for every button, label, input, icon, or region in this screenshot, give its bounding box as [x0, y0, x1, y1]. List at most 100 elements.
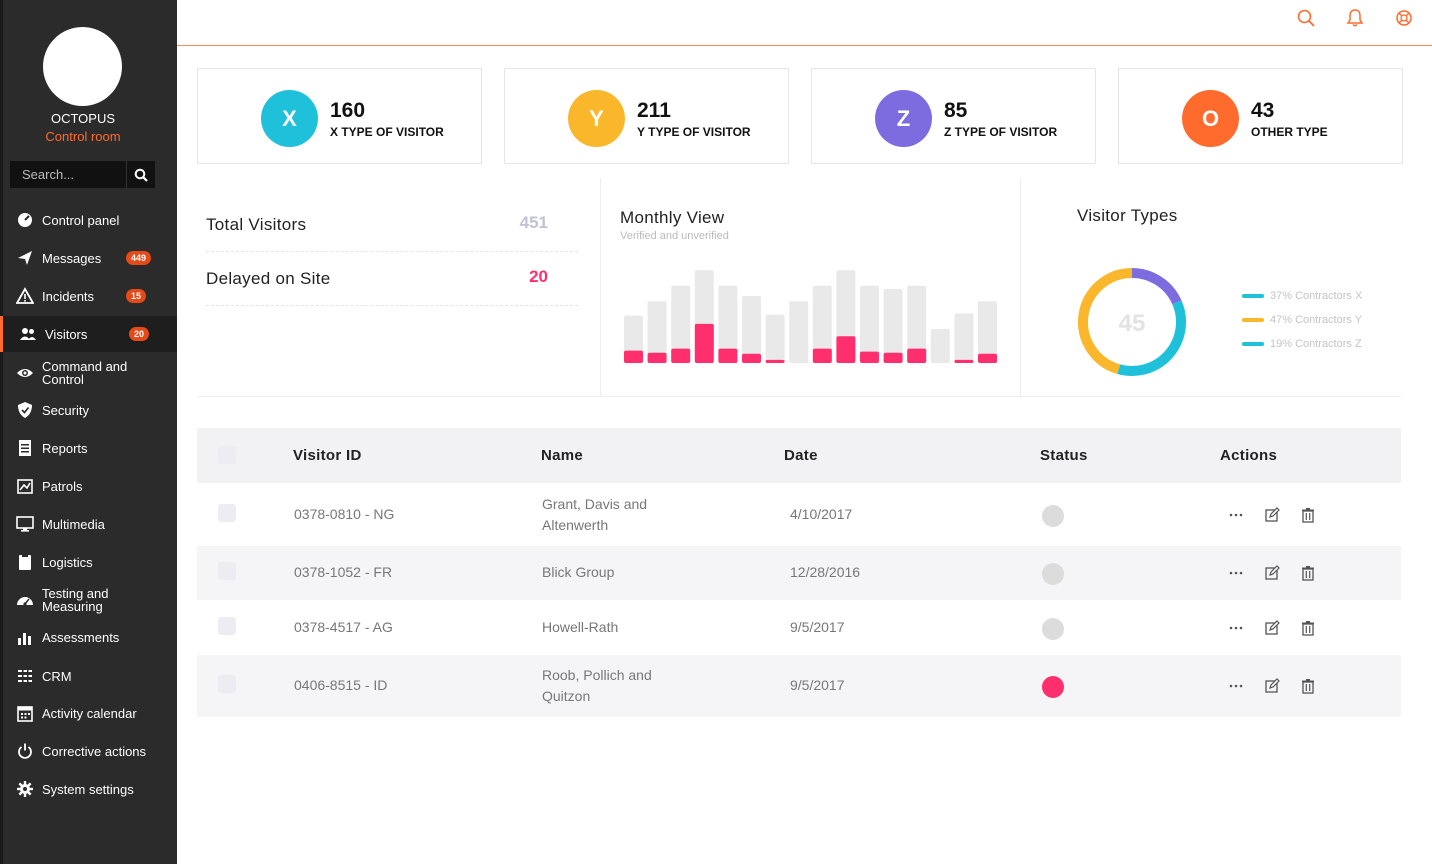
- visitor-types-title: Visitor Types: [1077, 206, 1178, 225]
- gauge-icon: [16, 211, 34, 229]
- table-row[interactable]: 0378-1052 - FR Blick Group 12/28/2016: [197, 546, 1401, 600]
- bar-total: [978, 301, 997, 363]
- column-header-date[interactable]: Date: [784, 447, 818, 464]
- select-all-checkbox[interactable]: [218, 446, 236, 464]
- sidebar-item-label: Testing and Measuring: [42, 586, 109, 614]
- column-header-visitor-id[interactable]: Visitor ID: [293, 447, 362, 464]
- users-icon: [19, 325, 37, 343]
- avatar[interactable]: [43, 27, 122, 106]
- stat-badge: Y: [568, 90, 625, 147]
- donut-center-value: 45: [1119, 310, 1146, 337]
- count-badge: 20: [129, 327, 150, 341]
- sidebar-item-assessments[interactable]: Assessments: [3, 619, 177, 655]
- column-header-actions: Actions: [1220, 447, 1278, 464]
- table-row[interactable]: 0378-4517 - AG Howell-Rath 9/5/2017: [197, 600, 1401, 655]
- visit-date: 9/5/2017: [790, 618, 845, 635]
- sidebar-item-security[interactable]: Security: [3, 392, 177, 428]
- bar-delayed: [694, 323, 714, 363]
- trash-icon[interactable]: [1300, 507, 1316, 523]
- more-icon[interactable]: [1228, 565, 1244, 581]
- gear-icon: [16, 780, 34, 798]
- bar-delayed: [836, 336, 856, 363]
- sidebar-item-label: Security: [42, 402, 89, 418]
- sidebar-item-testing-and-measuring[interactable]: Testing and Measuring: [3, 582, 177, 618]
- bar-delayed: [812, 348, 832, 363]
- stat-label: Y TYPE OF VISITOR: [637, 125, 751, 139]
- report-icon: [16, 439, 34, 457]
- search-input[interactable]: [10, 161, 126, 188]
- search-button[interactable]: [126, 161, 155, 188]
- table-row[interactable]: 0378-0810 - NG Grant, Davis and Altenwert…: [197, 483, 1401, 546]
- status-indicator: [1042, 504, 1064, 527]
- table-header: Visitor ID Name Date Status Actions: [197, 428, 1401, 483]
- sidebar-item-reports[interactable]: Reports: [3, 430, 177, 466]
- bar-total: [907, 285, 927, 363]
- column-header-name[interactable]: Name: [541, 447, 584, 464]
- donut-slice: [1078, 268, 1133, 374]
- brand-subtitle: Control room: [45, 129, 121, 144]
- sidebar-item-multimedia[interactable]: Multimedia: [3, 506, 177, 542]
- summary-label: Delayed on Site: [206, 269, 331, 288]
- bar-delayed: [883, 352, 903, 363]
- sidebar-item-command-and-control[interactable]: Command and Control: [3, 355, 177, 391]
- row-checkbox[interactable]: [218, 562, 236, 580]
- stat-label: Z TYPE OF VISITOR: [944, 125, 1058, 139]
- bar-total: [671, 285, 691, 363]
- visitor-types-donut: 45: [1078, 268, 1186, 376]
- stat-label: OTHER TYPE: [1251, 125, 1328, 139]
- bar-delayed: [978, 353, 997, 363]
- bell-icon[interactable]: [1345, 8, 1365, 28]
- sidebar-item-crm[interactable]: CRM: [3, 658, 177, 694]
- visitor-id: 0378-0810 - NG: [294, 505, 395, 522]
- sidebar-item-label: Reports: [42, 440, 88, 456]
- row-checkbox[interactable]: [218, 616, 236, 635]
- topbar: [177, 0, 1432, 46]
- row-checkbox[interactable]: [218, 503, 236, 522]
- column-header-status[interactable]: Status: [1040, 447, 1088, 464]
- trash-icon[interactable]: [1300, 620, 1316, 636]
- brand-name: OCTOPUS: [50, 111, 116, 126]
- divider: [600, 178, 601, 396]
- support-icon[interactable]: [1394, 8, 1414, 28]
- bar-total: [742, 296, 761, 363]
- more-icon[interactable]: [1228, 678, 1244, 694]
- visitor-name: Howell-Rath: [542, 618, 619, 635]
- bar-delayed: [907, 348, 927, 363]
- sidebar-item-corrective-actions[interactable]: Corrective actions: [3, 733, 177, 769]
- sidebar-item-label: System settings: [42, 781, 134, 797]
- stat-card-y: Y 211 Y TYPE OF VISITOR: [504, 68, 789, 164]
- legend-item: 19% Contractors Z: [1242, 337, 1362, 351]
- visitor-name: Roob, Pollich and Quitzon: [542, 667, 652, 704]
- table-row[interactable]: 0406-8515 - ID Roob, Pollich and Quitzon 9…: [197, 655, 1401, 717]
- bar-total: [789, 301, 809, 363]
- sidebar-item-control-panel[interactable]: Control panel: [3, 202, 177, 238]
- edit-icon[interactable]: [1264, 565, 1280, 581]
- bar-total: [954, 313, 974, 363]
- legend-swatch: [1242, 342, 1264, 346]
- row-checkbox[interactable]: [218, 675, 236, 693]
- sidebar-item-patrols[interactable]: Patrols: [3, 468, 177, 504]
- edit-icon[interactable]: [1264, 506, 1280, 523]
- power-icon: [16, 742, 34, 760]
- sidebar-item-system-settings[interactable]: System settings: [3, 771, 177, 807]
- count-badge: 449: [126, 251, 152, 265]
- dashboard-icon: [16, 591, 34, 609]
- sidebar-item-activity-calendar[interactable]: Activity calendar: [3, 695, 177, 731]
- sidebar-item-visitors[interactable]: Visitors 20: [0, 316, 177, 352]
- eye-icon: [16, 364, 34, 382]
- edit-icon[interactable]: [1264, 619, 1280, 636]
- more-icon[interactable]: [1228, 620, 1244, 636]
- sidebar-item-label: Messages: [42, 250, 102, 266]
- edit-icon[interactable]: [1264, 678, 1280, 694]
- legend-swatch: [1242, 318, 1264, 322]
- trash-icon[interactable]: [1300, 678, 1316, 694]
- bar-delayed: [647, 352, 667, 363]
- sidebar-item-logistics[interactable]: Logistics: [3, 544, 177, 580]
- more-icon[interactable]: [1228, 507, 1244, 523]
- trash-icon[interactable]: [1300, 565, 1316, 581]
- sidebar-item-messages[interactable]: Messages 449: [3, 240, 177, 276]
- sidebar-item-incidents[interactable]: Incidents 15: [3, 278, 177, 314]
- monitor-icon: [16, 515, 34, 533]
- bar-total: [718, 285, 738, 363]
- search-icon[interactable]: [1296, 8, 1316, 28]
